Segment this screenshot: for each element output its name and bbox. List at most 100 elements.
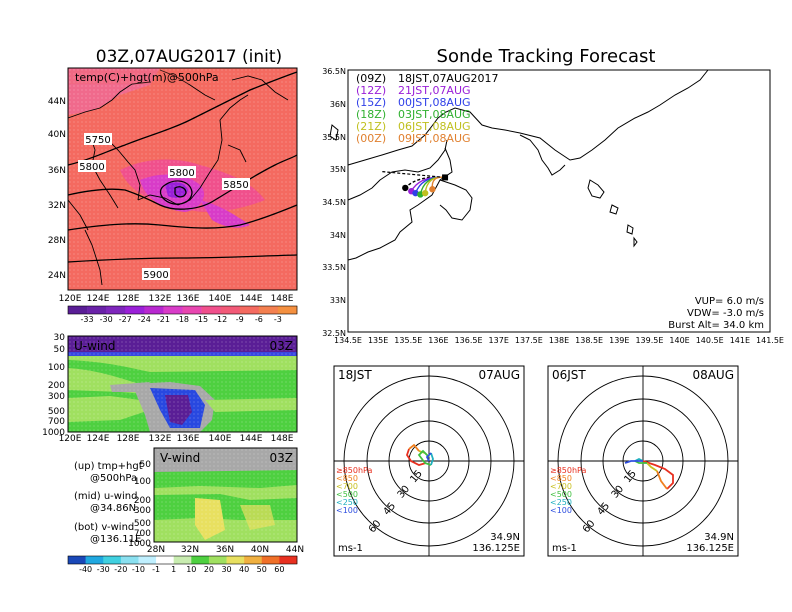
wind-colorbar-swatch xyxy=(173,556,192,564)
u-wind-label: U-wind xyxy=(74,339,115,353)
tracking-coastline xyxy=(329,69,709,261)
note-up: (up) tmp+hgt xyxy=(74,461,143,472)
wind-colorbar-swatch xyxy=(68,556,86,564)
svg-text:35.5N: 35.5N xyxy=(322,133,346,142)
svg-text:40N: 40N xyxy=(251,545,269,555)
svg-text:500: 500 xyxy=(134,519,151,529)
svg-text:120E: 120E xyxy=(59,294,82,304)
temp-colorbar-swatch xyxy=(125,306,145,314)
param-vup: VUP= 6.0 m/s xyxy=(695,296,764,307)
hodograph-date: 08AUG xyxy=(692,368,734,382)
svg-text:34.5N: 34.5N xyxy=(322,198,346,207)
temp-colorbar-label: -18 xyxy=(176,315,189,324)
svg-text:32.5N: 32.5N xyxy=(322,329,346,338)
hodograph-jst: 18JST xyxy=(338,368,372,382)
wind-colorbar-swatch xyxy=(208,556,227,564)
track-lon-tick: 137E xyxy=(489,336,509,345)
launch-marker xyxy=(442,174,449,181)
u-wind-time: 03Z xyxy=(270,339,294,353)
hodograph-level-label: <850 xyxy=(550,474,572,483)
svg-text:35N: 35N xyxy=(330,165,346,174)
wind-colorbar-swatch xyxy=(138,556,157,564)
svg-text:32N: 32N xyxy=(181,545,199,555)
temp-colorbar-label: -21 xyxy=(157,315,170,324)
svg-text:200: 200 xyxy=(134,496,151,506)
temp-colorbar-label: -33 xyxy=(81,315,94,324)
legend-time: 06JST,08AUG xyxy=(398,120,471,133)
svg-text:1000: 1000 xyxy=(128,539,151,549)
v-wind-pressure-axis: 50 100 200 300 500 700 1000 xyxy=(128,460,151,549)
temp-colorbar-label: -6 xyxy=(255,315,263,324)
hodograph-level-label: ≥850hPa xyxy=(550,466,587,475)
hodograph-trace xyxy=(624,460,643,464)
track-lon-tick: 138.5E xyxy=(575,336,603,345)
svg-text:32N: 32N xyxy=(48,201,66,211)
track-lon-tick: 140E xyxy=(669,336,689,345)
hodograph-trace xyxy=(408,443,420,452)
wind-colorbar-label: 40 xyxy=(239,565,249,574)
legend-z: (15Z) xyxy=(356,96,386,109)
track-lat-axis: 36.5N 36N 35.5N 35N 34.5N 34N 33.5N 33N … xyxy=(322,67,346,338)
svg-text:28N: 28N xyxy=(48,236,66,246)
svg-text:300: 300 xyxy=(134,506,151,516)
hodograph-trace xyxy=(646,462,658,472)
track-params: VUP= 6.0 m/s VDW= -3.0 m/s Burst Alt= 34… xyxy=(668,296,764,331)
temp-colorbar-swatch xyxy=(201,306,221,314)
landing-points xyxy=(402,184,436,198)
v-wind-time: 03Z xyxy=(270,451,294,465)
svg-text:30: 30 xyxy=(54,333,66,343)
track-lon-tick: 139E xyxy=(609,336,629,345)
track-lon-tick: 135.5E xyxy=(394,336,422,345)
hodograph-trace xyxy=(430,452,434,466)
hodograph-level-label: ≥850hPa xyxy=(336,466,373,475)
svg-text:36N: 36N xyxy=(330,100,346,109)
svg-text:700: 700 xyxy=(134,529,151,539)
legend-time: 18JST,07AUG2017 xyxy=(398,72,499,85)
legend-z: (12Z) xyxy=(356,84,386,97)
main-title: 03Z,07AUG2017 (init) xyxy=(96,47,282,67)
hodograph-lon: 136.125E xyxy=(472,543,520,554)
track-lon-tick: 136.5E xyxy=(455,336,483,345)
temp-colorbar-label: -3 xyxy=(274,315,282,324)
svg-text:36.5N: 36.5N xyxy=(322,67,346,76)
svg-text:200: 200 xyxy=(48,381,65,391)
contour-label-5750: 5750 xyxy=(85,135,110,146)
temp-map: 5750 5800 5800 5850 5900 temp(C)+hgt(m)@… xyxy=(48,67,298,304)
hodograph-lat: 34.9N xyxy=(704,532,734,543)
hodograph-jst: 06JST xyxy=(552,368,586,382)
contour-label-5850: 5850 xyxy=(223,180,248,191)
svg-text:136E: 136E xyxy=(177,294,200,304)
wind-colorbar-label: -10 xyxy=(132,565,145,574)
svg-text:300: 300 xyxy=(48,392,65,402)
hodograph-lat: 34.9N xyxy=(490,532,520,543)
wind-colorbar-swatch xyxy=(103,556,122,564)
temp-colorbar-swatch xyxy=(68,306,88,314)
v-wind-lat-axis: 28N 32N 36N 40N 44N xyxy=(147,545,304,555)
temp-colorbar-swatch xyxy=(277,306,298,314)
landing-point xyxy=(421,189,429,197)
contour-label-5900: 5900 xyxy=(143,270,168,281)
legend-time: 03JST,08AUG xyxy=(398,108,471,121)
wind-colorbar-label: -30 xyxy=(97,565,110,574)
svg-text:100: 100 xyxy=(134,477,151,487)
landing-point xyxy=(417,191,424,198)
hodograph-trace xyxy=(656,470,668,490)
hodograph-level-label: <850 xyxy=(336,474,358,483)
param-vdw: VDW= -3.0 m/s xyxy=(687,308,764,319)
right-title: Sonde Tracking Forecast xyxy=(437,46,656,67)
hodograph-level-label: <500 xyxy=(550,490,572,499)
svg-text:148E: 148E xyxy=(271,294,294,304)
wind-colorbar-label: 1 xyxy=(171,565,176,574)
temp-colorbar-swatch xyxy=(87,306,107,314)
landing-point xyxy=(402,184,409,192)
note-mid: (mid) u-wind xyxy=(74,491,137,502)
wind-colorbar-label: -20 xyxy=(114,565,127,574)
landing-point xyxy=(429,186,436,193)
wind-colorbar-swatch xyxy=(120,556,139,564)
svg-text:34N: 34N xyxy=(330,231,346,240)
svg-text:500: 500 xyxy=(48,407,65,417)
hodograph-unit: ms-1 xyxy=(338,543,363,554)
wind-colorbar-label: 10 xyxy=(186,565,196,574)
